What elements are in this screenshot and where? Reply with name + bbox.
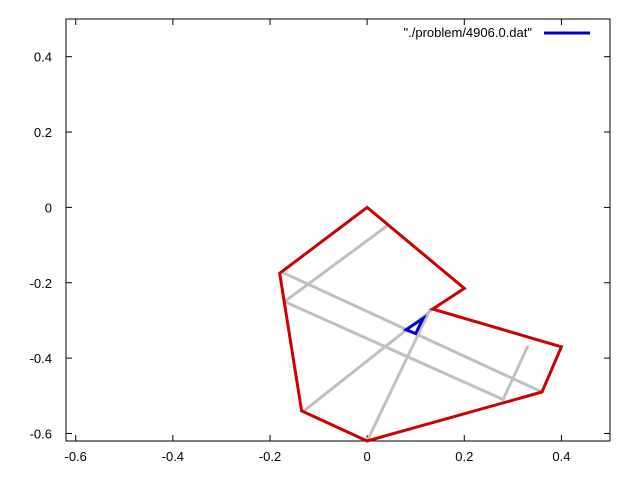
series-segment-gray xyxy=(501,345,529,402)
y-tick-label: 0.2 xyxy=(34,125,52,140)
legend-label: "./problem/4906.0.dat" xyxy=(404,25,533,40)
y-tick-label: -0.2 xyxy=(30,276,52,291)
series-segment-gray xyxy=(365,307,432,443)
y-tick-label: 0 xyxy=(45,200,52,215)
series-segment-gray xyxy=(283,300,505,402)
x-tick-label: -0.2 xyxy=(259,449,281,464)
y-tick-label: 0.4 xyxy=(34,50,52,65)
series-blue-polygon xyxy=(402,314,427,336)
series-segment-gray xyxy=(283,224,389,304)
plot-frame xyxy=(65,18,611,442)
y-axis-ticks: 0.4 0.2 0 -0.2 -0.4 -0.6 xyxy=(30,50,610,441)
y-tick-label: -0.4 xyxy=(30,351,52,366)
x-tick-label: -0.4 xyxy=(162,449,184,464)
x-tick-label: 0 xyxy=(364,449,371,464)
legend: "./problem/4906.0.dat" xyxy=(404,25,590,40)
y-tick-label: -0.6 xyxy=(30,426,52,441)
series-red-polygon xyxy=(278,205,564,443)
x-tick-label: -0.6 xyxy=(65,449,87,464)
x-tick-label: 0.2 xyxy=(455,449,473,464)
series-layer xyxy=(278,205,564,443)
x-tick-label: 0.4 xyxy=(552,449,570,464)
